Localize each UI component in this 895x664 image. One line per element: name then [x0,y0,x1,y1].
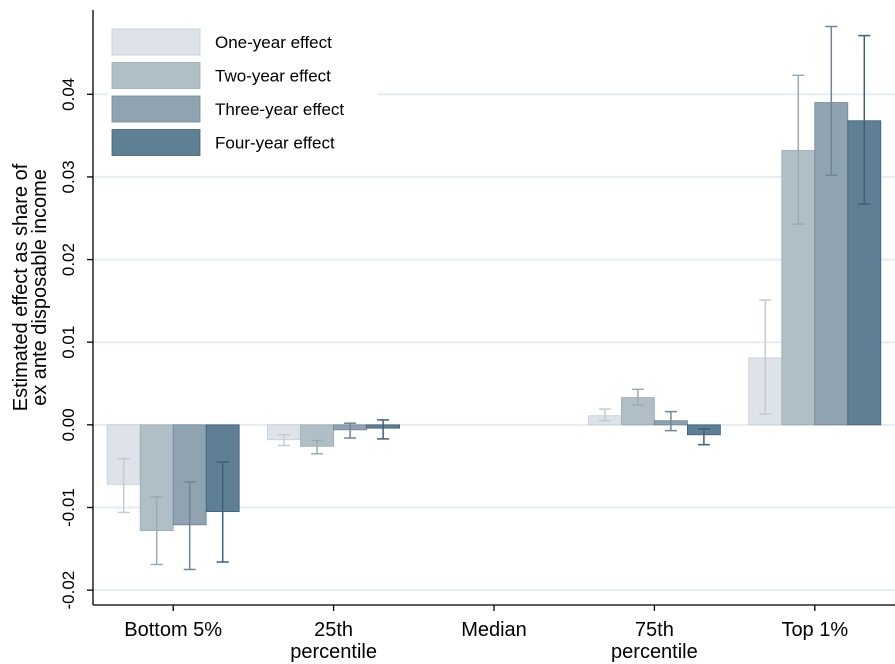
y-tick-label: 0.02 [59,243,78,276]
legend-swatch [111,129,201,156]
legend-swatch [111,95,201,123]
error-bar [117,457,130,514]
error-bar [183,481,196,571]
error-bar [278,434,291,447]
error-bar [150,495,163,566]
legend-label: Two-year effect [215,67,331,86]
x-tick-label: Bottom 5% [124,619,223,641]
x-tick-label: Median [461,619,527,641]
y-tick-label: 0.03 [59,160,78,193]
error-bar [344,422,357,439]
legend-label: Three-year effect [215,100,344,119]
error-bar [664,410,677,432]
y-axis-label: ex ante disposable income [29,169,51,406]
y-tick-label: 0.04 [59,78,78,111]
y-axis-label: Estimated effect as share of [10,163,32,411]
y-tick-label: -0.02 [59,571,78,610]
error-bar [598,408,611,422]
y-tick-label: 0.01 [59,326,78,359]
error-bar [311,439,324,455]
legend-label: Four-year effect [215,134,335,153]
x-tick-label: Top 1% [781,619,849,641]
error-bar [697,428,710,446]
error-bar [216,461,229,563]
error-bar [377,419,390,440]
error-bar [631,388,644,406]
y-tick-label: 0.00 [59,408,78,441]
y-tick-label: -0.01 [59,488,78,527]
x-tick-label: 25th percentile [290,619,377,663]
legend-swatch [111,28,201,56]
error-bar [858,34,871,205]
x-tick-label: 75th percentile [611,619,698,663]
error-bar [825,25,838,177]
legend-swatch [111,62,201,89]
legend-label: One-year effect [215,33,332,52]
error-bar [792,74,805,225]
legend: One-year effect Two-year effect Three-year… [108,20,378,160]
error-bar [759,299,772,415]
